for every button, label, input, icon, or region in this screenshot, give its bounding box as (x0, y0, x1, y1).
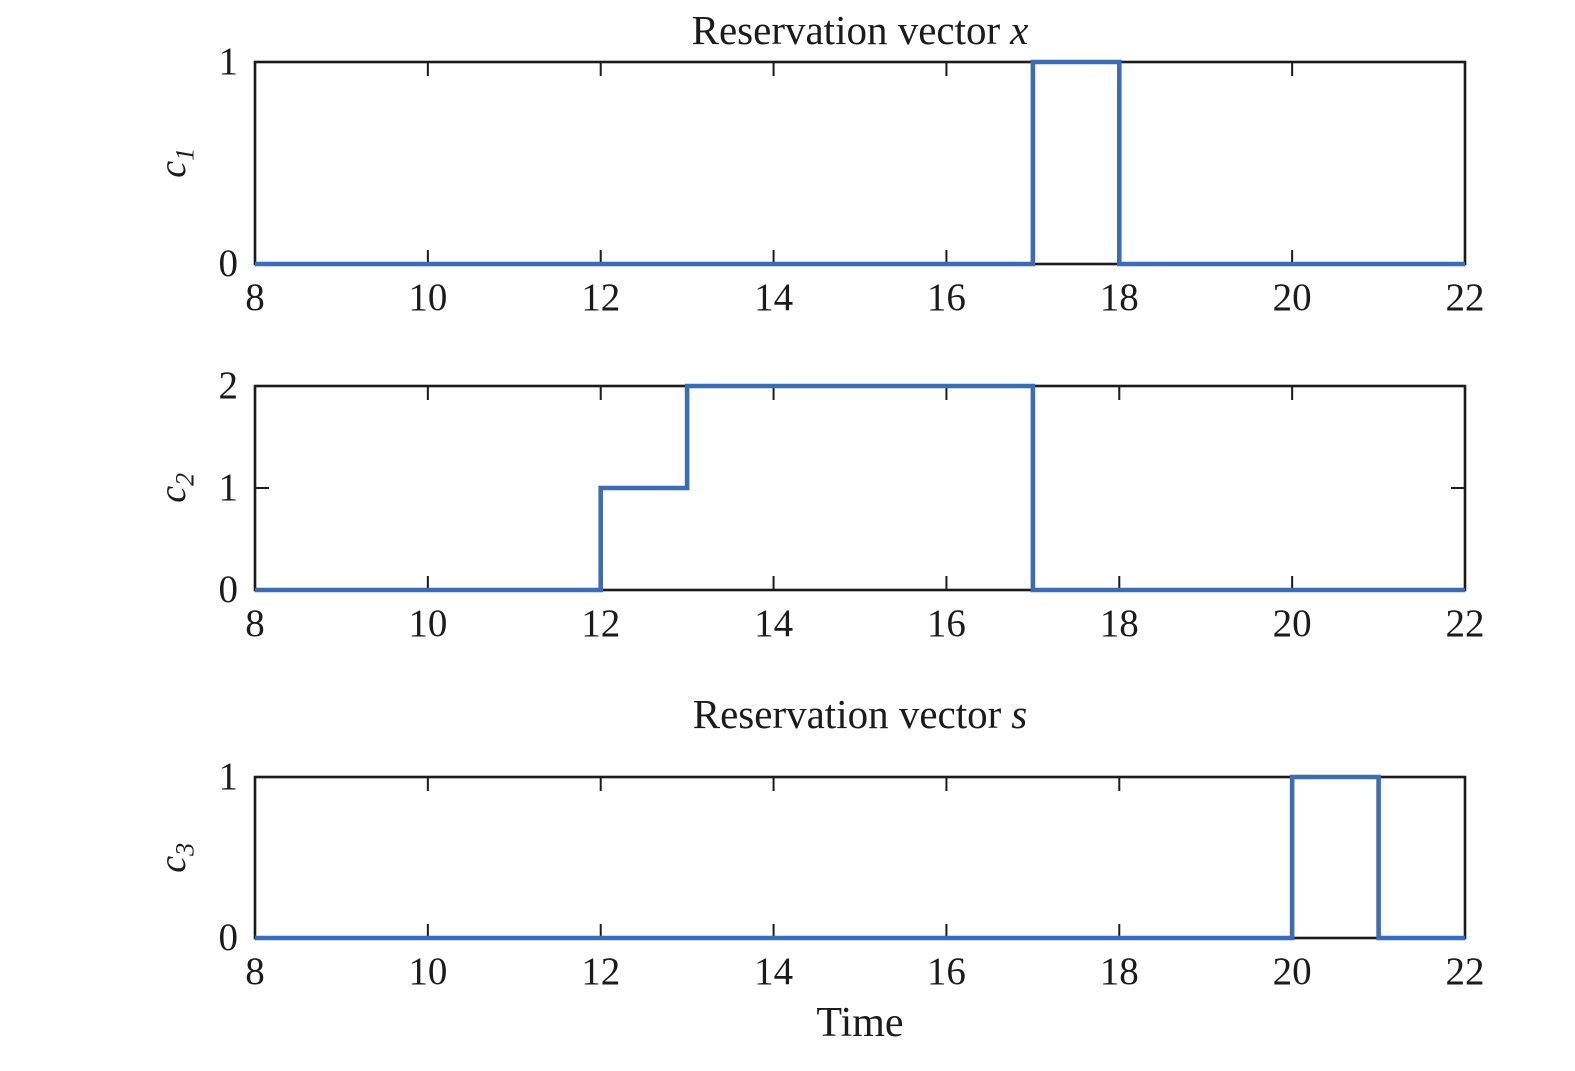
x-tick-label: 22 (1445, 950, 1485, 993)
subplot3-ylabel-sub: 3 (170, 842, 200, 856)
x-tick-label: 18 (1099, 950, 1139, 993)
subplot3-ylabel-base: c (152, 855, 195, 873)
x-tick-label: 16 (926, 950, 966, 993)
x-tick-label: 18 (1099, 602, 1139, 645)
axes-box (253, 60, 1467, 266)
subplot3-title-variable: s (1011, 691, 1028, 737)
y-tick-label: 2 (218, 364, 239, 407)
y-tick-label: 1 (218, 40, 239, 83)
x-axis-label-time: Time (816, 1000, 904, 1046)
subplot3-title: Reservation vector s (255, 690, 1465, 738)
y-tick-label: 1 (218, 466, 239, 509)
x-tick-label: 20 (1272, 276, 1312, 319)
x-tick-label: 16 (926, 602, 966, 645)
y-tick-label: 0 (218, 568, 239, 611)
x-tick-label: 20 (1272, 950, 1312, 993)
step-line (255, 383, 1465, 593)
x-tick-label: 16 (926, 276, 966, 319)
y-tick-label: 0 (218, 916, 239, 959)
subplot1-step-plot (253, 59, 1467, 267)
x-tick-label: 22 (1445, 602, 1485, 645)
x-tick-label: 22 (1445, 276, 1485, 319)
y-tick-label: 1 (218, 755, 239, 798)
x-tick-label: 20 (1272, 602, 1312, 645)
x-tick-label: 18 (1099, 276, 1139, 319)
subplot2-step-plot (253, 383, 1467, 593)
x-tick-label: 12 (581, 276, 621, 319)
subplot1-title: Reservation vector x (255, 6, 1465, 54)
y-tick-label: 0 (218, 242, 239, 285)
subplot3-title-text: Reservation vector (692, 691, 1002, 737)
x-tick-label: 8 (245, 602, 265, 645)
subplot1-ylabel-sub: 1 (170, 148, 200, 162)
x-tick-label: 12 (581, 950, 621, 993)
x-tick-label: 8 (245, 276, 265, 319)
x-tick-label: 10 (408, 950, 448, 993)
subplot1-ylabel-base: c (152, 161, 195, 178)
x-tick-label: 14 (754, 950, 794, 993)
subplot3-step-plot (253, 774, 1467, 941)
subplot1-title-variable: x (1010, 7, 1029, 53)
subplot3-ylabel: c3 (140, 777, 212, 938)
axes-box (253, 775, 1467, 940)
subplot1-ylabel: c1 (140, 62, 212, 264)
x-tick-label: 8 (245, 950, 265, 993)
x-tick-label: 12 (581, 602, 621, 645)
axes-box (253, 384, 1467, 592)
subplot1-title-text: Reservation vector (691, 7, 1001, 53)
x-tick-label: 10 (408, 276, 448, 319)
step-line (255, 59, 1465, 267)
x-tick-label: 14 (754, 602, 794, 645)
step-line (255, 774, 1465, 941)
x-tick-label: 10 (408, 602, 448, 645)
x-tick-label: 14 (754, 276, 794, 319)
